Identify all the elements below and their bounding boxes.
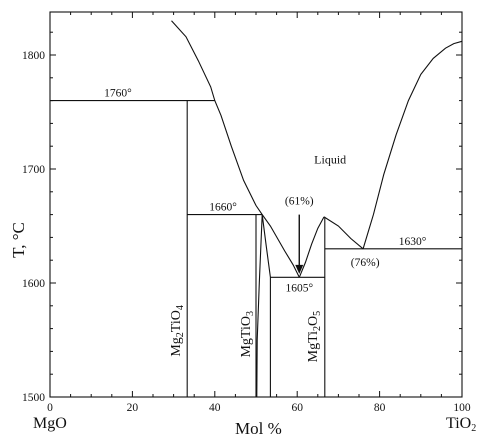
y-tick-label: 1600 [22,278,45,290]
x-tick-label: 0 [47,402,53,414]
tio2-liquidus-curve [362,40,463,249]
x-tick-label: 20 [127,402,139,414]
x-tick-label: 60 [291,402,303,414]
isotherm-1660-label: 1660° [209,202,237,214]
axis-ticks: 20 40 60 80 0 100 1500 1600 1700 1800 [22,12,471,414]
y-tick-label: 1700 [22,164,45,176]
x-tick-label: 40 [209,402,221,414]
mgtio3-ss-right-curve [261,214,271,397]
left-liquidus-curve [171,20,263,215]
x-tick-label: 100 [453,402,471,414]
phase-boundary-layer [50,20,463,398]
eutectic-arrow-head [295,264,304,274]
x-axis-left-end-label: MgO [33,415,67,432]
x-axis-title: Mol % [235,419,282,438]
isotherm-1760-label: 1760° [104,88,132,100]
mg2tio3-liquidus-curve [261,214,300,278]
mgtio3-label: MgTiO3 [239,311,256,358]
isotherm-1630-label: 1630° [399,236,427,248]
mg2tio4-label: Mg2TiO4 [169,305,186,357]
liquid-label: Liquid [314,152,346,166]
y-axis-title: T, °C [9,222,28,258]
x-axis-right-end-label: TiO2 [446,415,476,434]
eutectic-76-label: (76%) [351,257,380,269]
mgti2o5-right-liquidus-curve [323,216,364,250]
eutectic-61-label: (61%) [285,195,314,207]
x-tick-label: 80 [374,402,386,414]
y-tick-label: 1500 [22,392,45,404]
isotherm-1605-label: 1605° [285,282,313,294]
diagram-labels: 1760° 1660° 1605° 1630° Mg2TiO4 MgTiO3 MgTi2O5… [104,88,427,363]
mgti2o5-label: MgTi2O5 [306,311,323,363]
y-tick-label: 1800 [22,50,45,62]
mgtio3-ss-left-curve [256,214,263,398]
mgti2o5-left-liquidus-curve [298,216,325,278]
